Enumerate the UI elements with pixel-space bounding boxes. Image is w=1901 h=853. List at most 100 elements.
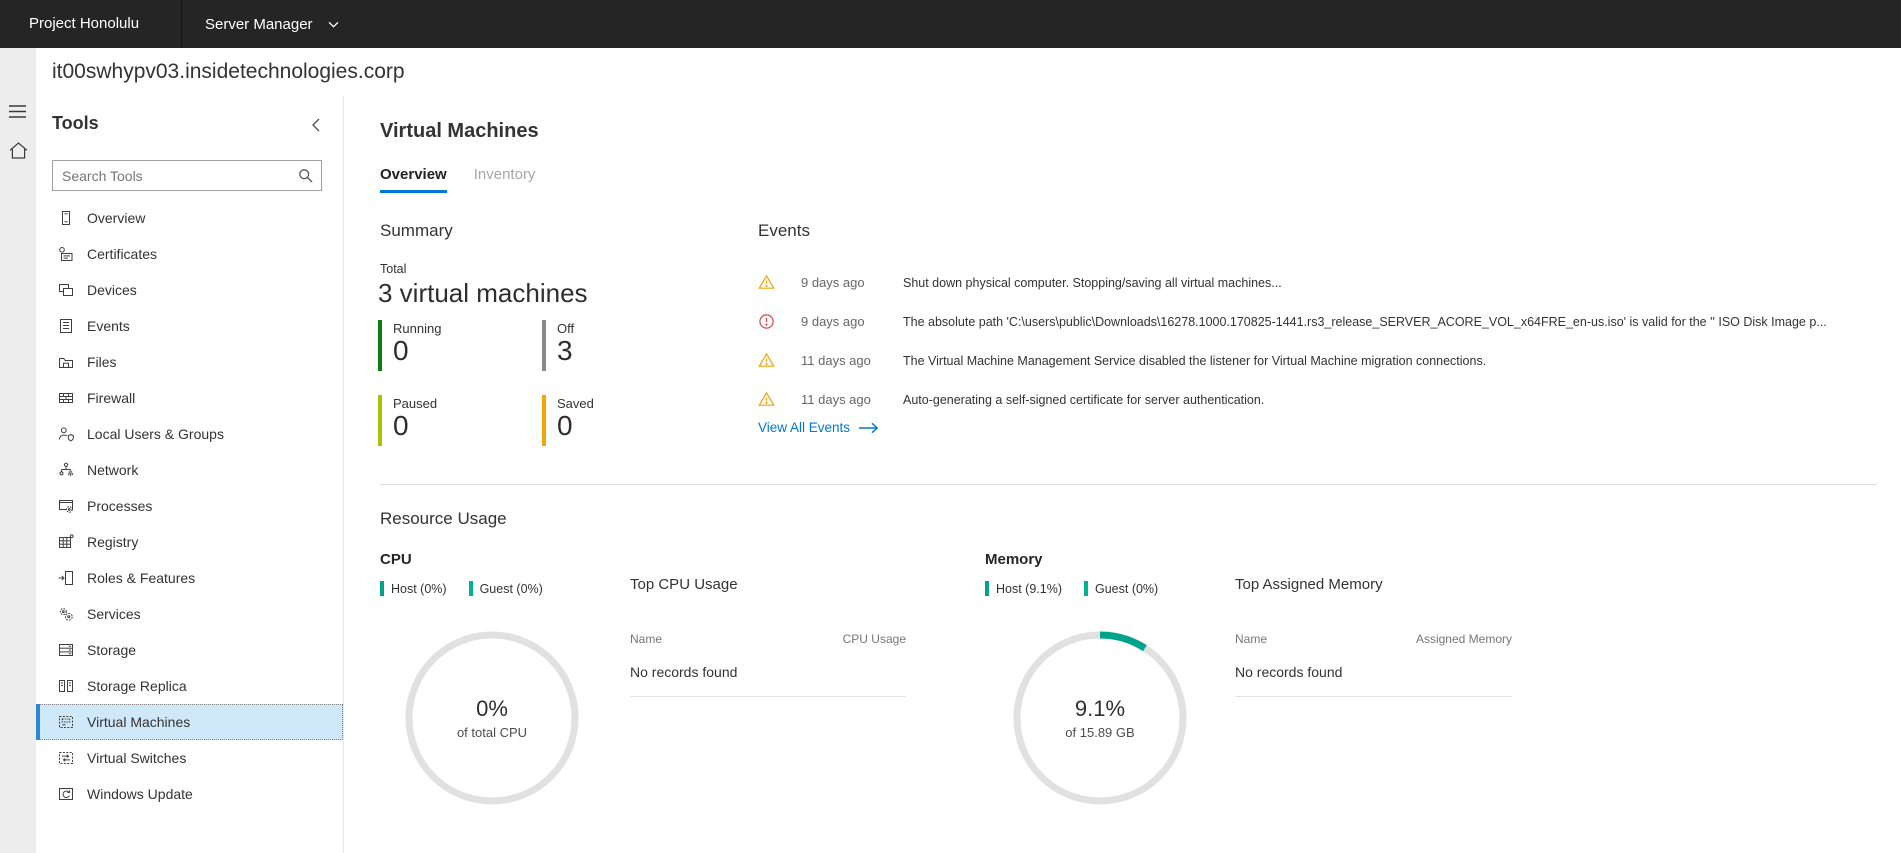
sidebar-item-overview[interactable]: Overview bbox=[36, 200, 343, 236]
vm-state-tile-off: Off 3 bbox=[542, 320, 706, 371]
memory-gauge-label: Memory bbox=[985, 551, 1043, 568]
certificates-icon bbox=[58, 246, 74, 262]
memory-donut-caption: of 15.89 GB bbox=[1065, 725, 1135, 740]
sidebar-item-label: Processes bbox=[87, 498, 153, 514]
memory-donut-value: 9.1% bbox=[1074, 696, 1126, 721]
hamburger-menu-icon[interactable] bbox=[9, 105, 29, 125]
tab-inventory[interactable]: Inventory bbox=[473, 166, 536, 183]
legend-label: Host (9.1%) bbox=[996, 581, 1062, 596]
cpu-gauge-label: CPU bbox=[380, 551, 412, 568]
cpu-donut-chart: 0% of total CPU bbox=[402, 628, 582, 808]
search-icon[interactable] bbox=[298, 168, 313, 183]
event-message: Auto-generating a self-signed certificat… bbox=[903, 392, 1265, 407]
view-all-events-link[interactable]: View All Events bbox=[758, 420, 880, 435]
memory-legend-item: Guest (0%) bbox=[1084, 581, 1158, 596]
solution-label: Server Manager bbox=[205, 15, 313, 33]
empty-table-message: No records found bbox=[1235, 664, 1512, 697]
search-input[interactable] bbox=[62, 167, 298, 184]
events-icon bbox=[58, 318, 74, 334]
sidebar-item-label: Overview bbox=[87, 210, 146, 226]
tile-value: 0 bbox=[393, 335, 409, 366]
sidebar-item-storage-replica[interactable]: Storage Replica bbox=[36, 668, 343, 704]
event-time: 9 days ago bbox=[801, 314, 865, 329]
sidebar-item-label: Firewall bbox=[87, 390, 136, 406]
sidebar-item-windows-update[interactable]: Windows Update bbox=[36, 776, 343, 812]
sidebar-item-storage[interactable]: Storage bbox=[36, 632, 343, 668]
vm-state-tile-paused: Paused 0 bbox=[378, 395, 542, 446]
tab-overview[interactable]: Overview bbox=[380, 166, 447, 193]
page-title: it00swhypv03.insidetechnologies.corp bbox=[52, 60, 405, 83]
sidebar-item-virtual-machines[interactable]: Virtual Machines bbox=[36, 704, 343, 740]
collapse-panel-icon[interactable] bbox=[310, 117, 324, 133]
legend-marker bbox=[468, 581, 473, 596]
event-time: 11 days ago bbox=[801, 353, 871, 368]
sidebar-item-firewall[interactable]: Firewall bbox=[36, 380, 343, 416]
sidebar-item-processes[interactable]: Processes bbox=[36, 488, 343, 524]
sidebar-item-label: Virtual Machines bbox=[87, 714, 191, 730]
column-header-assigned-memory: Assigned Memory bbox=[1415, 632, 1512, 646]
sidebar-item-network[interactable]: Network bbox=[36, 452, 343, 488]
event-row[interactable]: 9 days ago The absolute path 'C:\users\pu… bbox=[758, 302, 1827, 341]
firewall-icon bbox=[58, 390, 74, 406]
column-header-name: Name bbox=[1235, 632, 1268, 646]
legend-marker bbox=[985, 581, 989, 596]
sidebar-item-label: Registry bbox=[87, 534, 139, 550]
files-icon bbox=[58, 354, 74, 370]
sidebar-item-services[interactable]: Services bbox=[36, 596, 343, 632]
total-label: Total bbox=[380, 262, 407, 276]
event-message: The absolute path 'C:\users\public\Downl… bbox=[903, 314, 1827, 329]
sidebar-item-roles-features[interactable]: Roles & Features bbox=[36, 560, 343, 596]
memory-donut-chart: 9.1% of 15.89 GB bbox=[1010, 628, 1190, 808]
sidebar-item-certificates[interactable]: Certificates bbox=[36, 236, 343, 272]
network-icon bbox=[58, 462, 74, 478]
roles-features-icon bbox=[58, 570, 74, 586]
home-icon[interactable] bbox=[9, 142, 29, 162]
overview-icon bbox=[58, 210, 74, 226]
warning-icon bbox=[758, 274, 775, 291]
top-assigned-memory-table: Name Assigned Memory No records found bbox=[1235, 632, 1512, 697]
tool-title: Virtual Machines bbox=[380, 120, 539, 142]
sidebar-item-devices[interactable]: Devices bbox=[36, 272, 343, 308]
cpu-legend-item: Host (0%) bbox=[380, 581, 447, 596]
tile-value: 0 bbox=[557, 410, 573, 441]
event-row[interactable]: 11 days ago Auto-generating a self-signed… bbox=[758, 380, 1827, 419]
sidebar-item-virtual-switches[interactable]: Virtual Switches bbox=[36, 740, 343, 776]
legend-label: Host (0%) bbox=[391, 581, 447, 596]
top-cpu-usage-table: Name CPU Usage No records found bbox=[630, 632, 906, 697]
events-list: 9 days ago Shut down physical computer. S… bbox=[758, 263, 1827, 419]
top-bar: Project Honolulu Server Manager bbox=[0, 0, 1901, 48]
tab-bar: Overview Inventory bbox=[380, 166, 535, 193]
tile-value: 0 bbox=[393, 410, 409, 441]
solution-dropdown[interactable]: Server Manager bbox=[205, 0, 339, 48]
storage-icon bbox=[58, 642, 74, 658]
event-time: 11 days ago bbox=[801, 392, 871, 407]
sidebar-item-label: Events bbox=[87, 318, 130, 334]
sidebar-item-label: Local Users & Groups bbox=[87, 426, 224, 442]
view-all-events-label: View All Events bbox=[758, 420, 851, 435]
app-title[interactable]: Project Honolulu bbox=[29, 15, 140, 32]
sidebar-item-files[interactable]: Files bbox=[36, 344, 343, 380]
warning-icon bbox=[758, 352, 775, 369]
tile-label: Paused bbox=[393, 396, 438, 411]
tile-label: Running bbox=[393, 321, 442, 336]
event-row[interactable]: 9 days ago Shut down physical computer. S… bbox=[758, 263, 1827, 302]
event-row[interactable]: 11 days ago The Virtual Machine Managemen… bbox=[758, 341, 1827, 380]
sidebar-item-local-users-groups[interactable]: Local Users & Groups bbox=[36, 416, 343, 452]
sidebar-item-events[interactable]: Events bbox=[36, 308, 343, 344]
error-icon bbox=[758, 313, 775, 330]
devices-icon bbox=[58, 282, 74, 298]
sidebar-item-registry[interactable]: Registry bbox=[36, 524, 343, 560]
sidebar-item-label: Services bbox=[87, 606, 141, 622]
empty-table-message: No records found bbox=[630, 664, 906, 697]
memory-legend-item: Host (9.1%) bbox=[985, 581, 1062, 596]
tools-panel-header: Tools bbox=[52, 113, 99, 133]
cpu-legend: Host (0%) Guest (0%) bbox=[380, 581, 543, 596]
cpu-legend-item: Guest (0%) bbox=[468, 581, 543, 596]
sidebar-item-label: Virtual Switches bbox=[87, 750, 187, 766]
tools-panel-divider bbox=[343, 96, 344, 853]
tile-value: 3 bbox=[557, 335, 573, 366]
sidebar-item-label: Windows Update bbox=[87, 786, 193, 802]
windows-update-icon bbox=[58, 786, 74, 802]
resource-usage-header: Resource Usage bbox=[380, 509, 507, 528]
